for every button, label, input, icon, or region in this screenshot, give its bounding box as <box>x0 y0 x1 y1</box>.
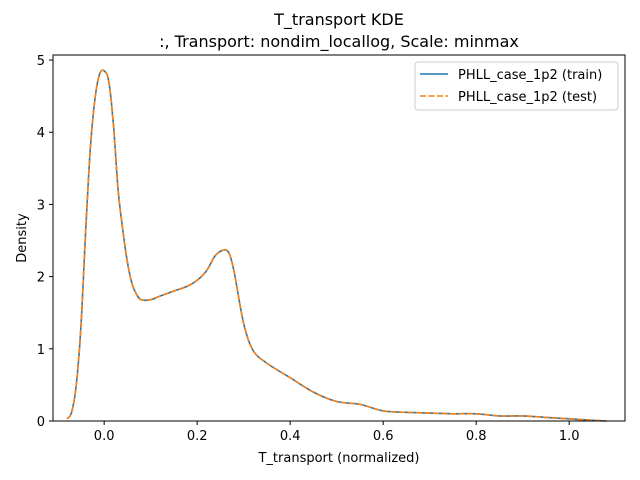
series-line-test <box>66 69 607 422</box>
x-axis-label: T_transport (normalized) <box>257 451 419 466</box>
y-tick-label: 2 <box>37 271 45 286</box>
y-tick-label: 1 <box>37 343 45 358</box>
plot-frame <box>52 54 626 422</box>
x-tick-label: 0.8 <box>466 429 487 444</box>
x-tick-label: 0.0 <box>94 429 115 444</box>
legend-label-test: PHLL_case_1p2 (test) <box>458 90 597 105</box>
y-tick-label: 3 <box>37 198 45 213</box>
x-tick-label: 0.4 <box>280 429 301 444</box>
y-axis-ticks: 0 1 2 3 4 5 <box>37 54 53 430</box>
x-tick-label: 0.2 <box>187 429 208 444</box>
x-tick-label: 1.0 <box>559 429 580 444</box>
x-tick-label: 0.6 <box>373 429 394 444</box>
y-tick-label: 5 <box>37 54 45 69</box>
legend: PHLL_case_1p2 (train) PHLL_case_1p2 (tes… <box>414 61 619 111</box>
legend-label-train: PHLL_case_1p2 (train) <box>458 68 602 83</box>
y-axis-label: Density <box>15 213 30 263</box>
legend-box <box>414 61 619 111</box>
series-layer <box>66 69 607 422</box>
chart-subtitle: :, Transport: nondim_locallog, Scale: mi… <box>159 32 519 52</box>
y-tick-label: 0 <box>37 415 45 430</box>
series-line-train <box>66 69 607 422</box>
x-axis-ticks: 0.0 0.2 0.4 0.6 0.8 1.0 <box>94 421 580 444</box>
y-tick-label: 4 <box>37 126 45 141</box>
chart-title: T_transport KDE <box>273 10 404 30</box>
